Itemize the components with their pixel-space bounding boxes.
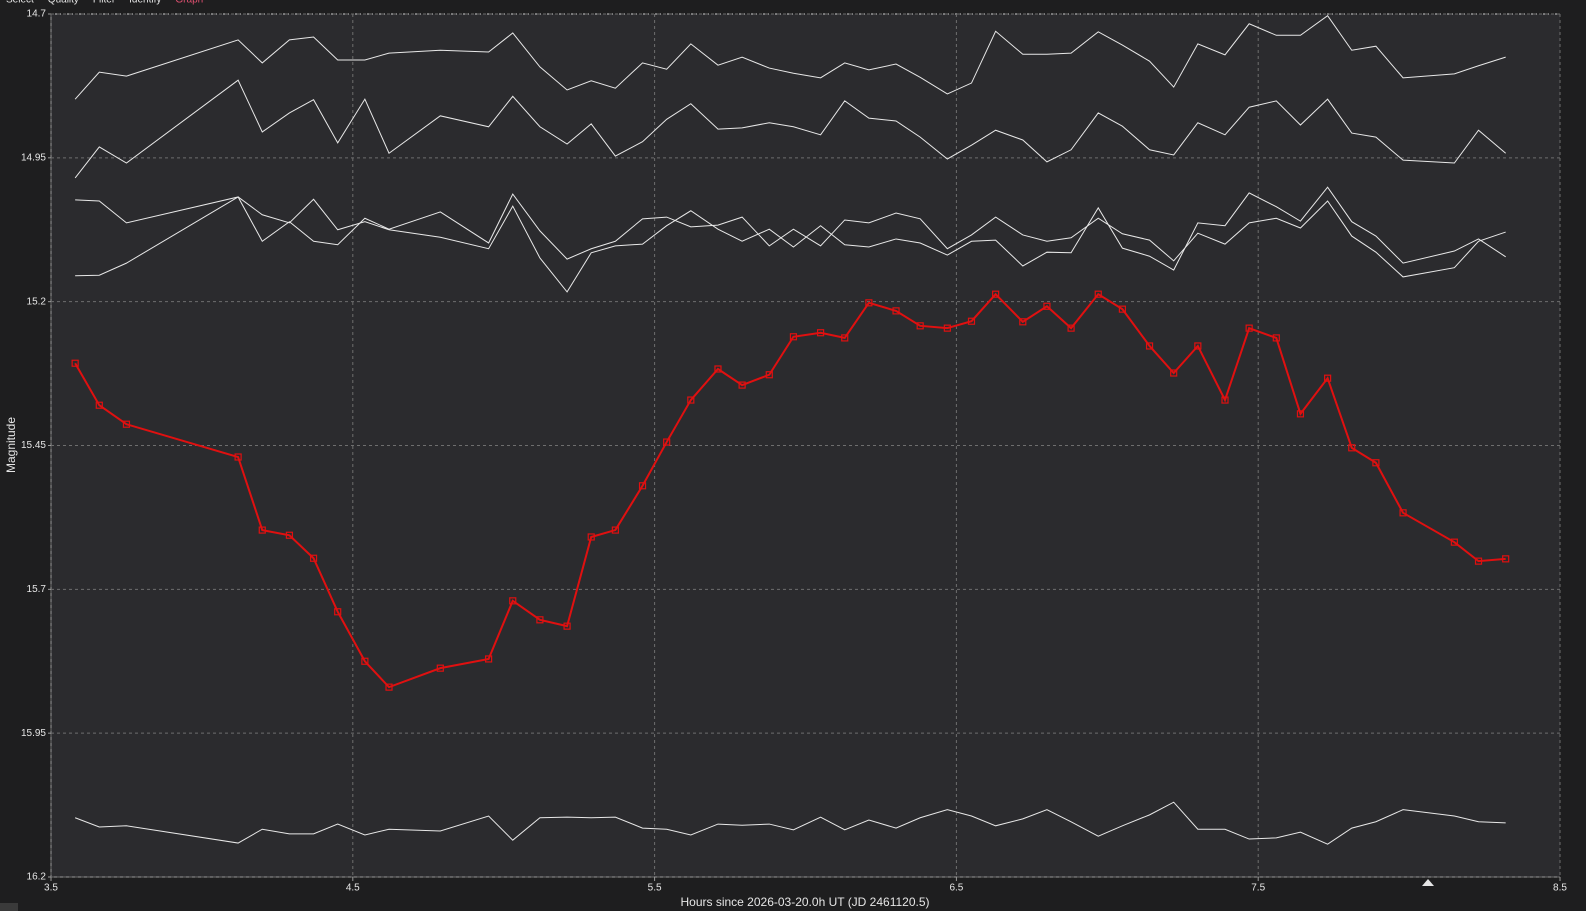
y-tick-label: 15.7: [27, 584, 47, 595]
data-point: [509, 597, 517, 605]
data-point: [1245, 324, 1253, 332]
x-tick-label: 8.5: [1553, 883, 1567, 894]
data-point: [334, 608, 342, 616]
series-line: [74, 801, 1506, 845]
data-point: [1474, 557, 1483, 565]
data-point: [122, 420, 131, 428]
data-point: [1272, 334, 1280, 342]
plot-area: [51, 14, 1560, 877]
scroll-indicator[interactable]: [1422, 879, 1434, 886]
series-line: [74, 15, 1506, 100]
data-point: [967, 317, 976, 325]
y-tick-label: 15.45: [21, 440, 46, 451]
data-point: [738, 381, 746, 389]
y-axis-label: Magnitude: [4, 417, 18, 473]
corner-button[interactable]: [0, 903, 18, 911]
y-tick-label: 14.95: [21, 152, 46, 163]
data-point: [309, 554, 318, 562]
data-point: [361, 657, 369, 665]
data-point: [258, 526, 266, 534]
data-point: [1194, 342, 1202, 350]
data-point: [611, 526, 619, 534]
data-point: [234, 453, 242, 461]
tab[interactable]: Quality: [48, 0, 79, 6]
data-point: [1067, 324, 1075, 332]
data-point: [765, 371, 773, 379]
data-point: [385, 683, 393, 691]
data-point: [95, 401, 103, 409]
data-point: [1118, 305, 1126, 313]
data-point: [536, 616, 544, 624]
series-line: [74, 292, 1506, 689]
data-point: [1019, 318, 1027, 326]
series-line: [75, 193, 1506, 278]
data-point: [1324, 374, 1332, 382]
data-point: [1502, 555, 1510, 563]
data-point: [1348, 444, 1356, 452]
data-point: [1399, 509, 1407, 517]
data-point: [916, 322, 924, 330]
y-tick-label: 14.7: [27, 9, 47, 20]
data-point: [841, 334, 849, 342]
data-point: [663, 438, 671, 446]
x-tick-label: 4.5: [346, 883, 360, 894]
data-point: [865, 299, 873, 307]
data-point: [485, 655, 493, 663]
y-tick-label: 16.2: [27, 872, 47, 883]
data-point: [789, 333, 798, 341]
data-point: [587, 533, 595, 541]
x-tick-label: 3.5: [44, 883, 58, 894]
y-tick-label: 15.95: [21, 728, 46, 739]
tab[interactable]: Identify: [129, 0, 161, 6]
tab[interactable]: Graph: [175, 0, 203, 6]
data-point: [1170, 369, 1178, 377]
data-point: [1450, 538, 1458, 546]
data-point: [687, 396, 695, 404]
data-point: [638, 482, 647, 490]
tab[interactable]: Select: [6, 0, 34, 6]
data-point: [563, 622, 571, 630]
tab[interactable]: Filter: [93, 0, 116, 6]
y-tick-label: 15.2: [27, 296, 47, 307]
data-point: [992, 290, 1000, 298]
data-point: [714, 365, 722, 373]
data-point: [1296, 410, 1305, 418]
data-point: [285, 531, 294, 539]
data-point: [892, 307, 900, 315]
data-point: [1043, 302, 1051, 310]
x-axis-label: Hours since 2026-03-20.0h UT (JD 2461120…: [680, 895, 929, 909]
x-tick-label: 5.5: [648, 883, 662, 894]
data-point: [816, 329, 825, 337]
x-tick-label: 6.5: [949, 883, 963, 894]
data-point: [1221, 396, 1229, 404]
data-point: [436, 664, 444, 672]
data-point: [71, 359, 79, 367]
series-line: [74, 79, 1507, 179]
data-point: [1094, 290, 1102, 298]
x-tick-label: 7.5: [1251, 883, 1265, 894]
data-point: [943, 324, 951, 332]
data-point: [1372, 459, 1380, 467]
data-point: [1145, 342, 1154, 350]
series-line: [75, 186, 1506, 293]
